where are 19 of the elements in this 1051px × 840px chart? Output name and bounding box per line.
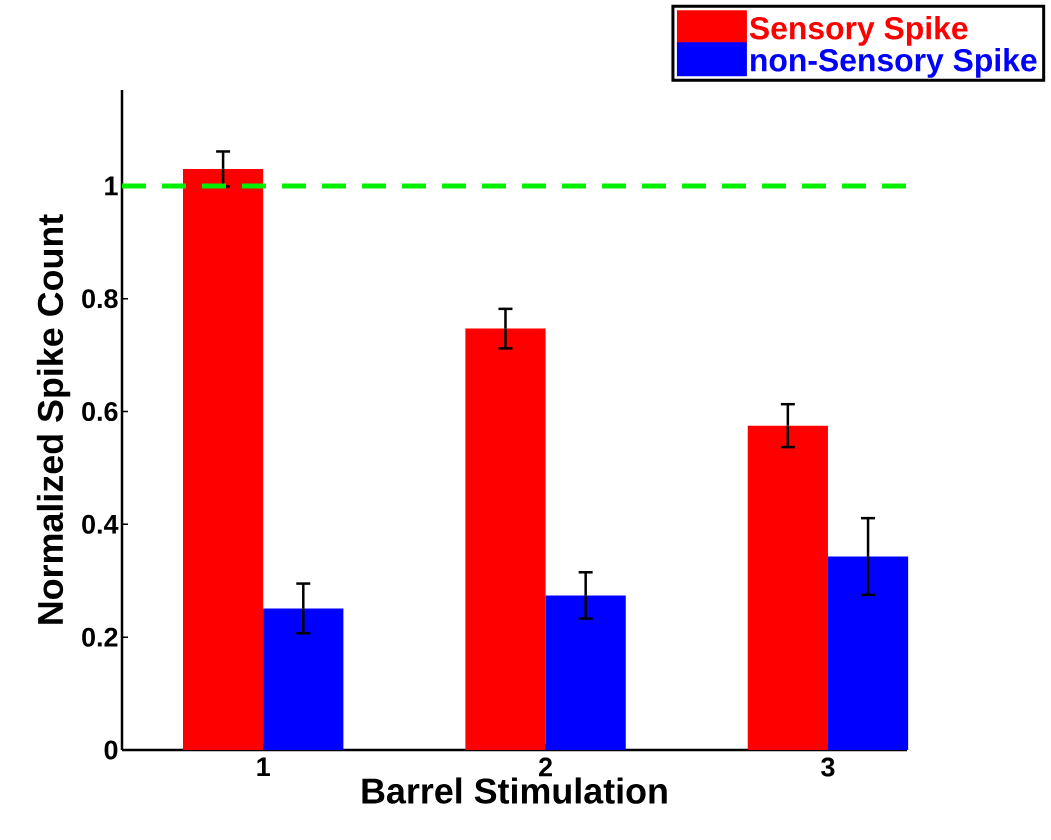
- bar: [545, 595, 626, 750]
- x-axis-title: Barrel Stimulation: [362, 777, 667, 804]
- y-tick-label: 0: [104, 740, 118, 760]
- bar: [183, 168, 264, 750]
- x-tick-label: 3: [821, 757, 835, 777]
- y-axis-title: Normalized Spike Count: [36, 214, 71, 624]
- legend-label: Sensory Spike: [749, 16, 968, 46]
- legend-label: non-Sensory Spike: [751, 48, 1037, 78]
- y-tick-label: 0.2: [82, 627, 118, 647]
- y-tick-label: 0.8: [82, 289, 118, 309]
- y-tick-label: 0.6: [82, 402, 118, 422]
- bar: [747, 425, 828, 750]
- bar: [263, 608, 344, 750]
- x-tick-label: 1: [257, 757, 270, 777]
- bar: [827, 556, 909, 750]
- y-tick-label: 1: [105, 176, 118, 196]
- y-tick-label: 0.4: [82, 514, 119, 534]
- bar: [465, 328, 546, 750]
- x-tick-label: 2: [539, 757, 552, 777]
